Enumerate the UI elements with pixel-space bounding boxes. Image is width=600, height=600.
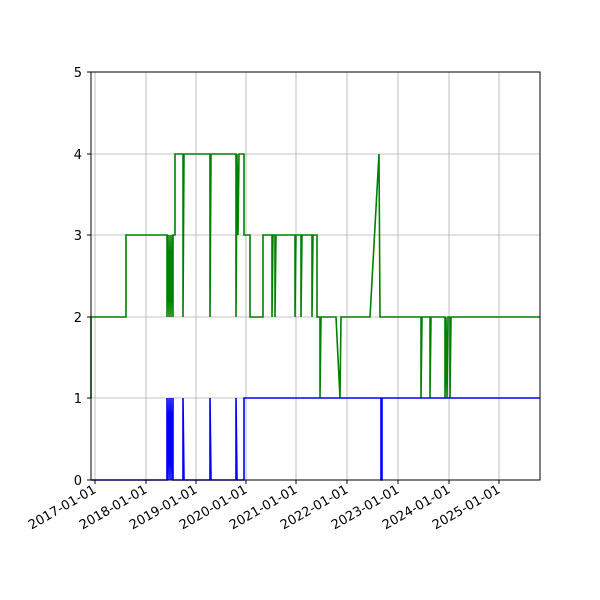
y-tick-label: 3 <box>74 229 82 244</box>
green-series-line <box>90 153 540 399</box>
y-tick-label: 2 <box>74 311 82 326</box>
plot-area <box>91 72 540 480</box>
y-tick-label: 5 <box>74 66 82 81</box>
y-tick-label: 0 <box>74 474 82 489</box>
y-axis: 0 1 2 3 4 5 <box>74 66 91 489</box>
y-tick-label: 1 <box>74 392 82 407</box>
plot-frame <box>90 71 541 481</box>
y-tick-label: 4 <box>74 148 82 163</box>
